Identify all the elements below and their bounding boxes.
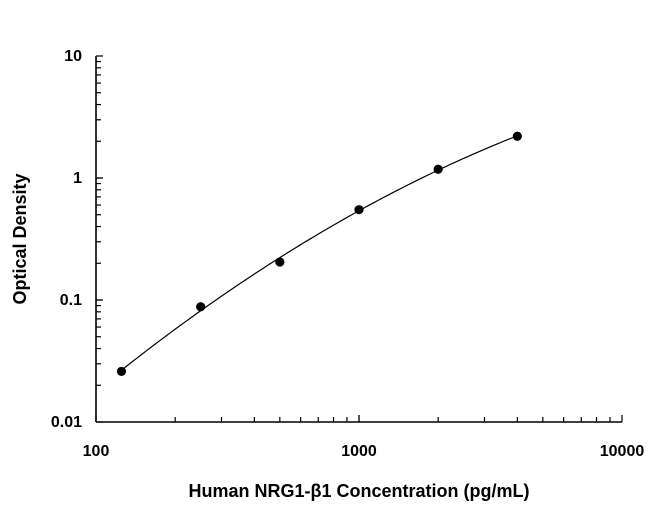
x-axis-title: Human NRG1-β1 Concentration (pg/mL) (189, 481, 530, 501)
y-tick-label: 10 (64, 48, 82, 65)
x-tick-label: 10000 (600, 443, 645, 460)
data-point (196, 302, 206, 312)
y-tick-label: 0.01 (51, 414, 82, 431)
axis-ticks (95, 55, 623, 423)
data-point (354, 205, 364, 215)
fit-curve (121, 135, 518, 371)
data-points (116, 131, 522, 376)
y-tick-labels: 10 1 0.1 0.01 (51, 48, 82, 431)
x-tick-label: 1000 (341, 443, 377, 460)
data-point (433, 164, 443, 174)
y-tick-label: 1 (73, 170, 82, 187)
y-axis-title: Optical Density (10, 173, 30, 304)
data-point (116, 366, 127, 376)
y-tick-label: 0.1 (60, 292, 82, 309)
data-point (275, 257, 285, 267)
x-tick-labels: 100 1000 10000 (83, 443, 645, 460)
x-tick-label: 100 (83, 443, 110, 460)
data-point (512, 131, 522, 141)
